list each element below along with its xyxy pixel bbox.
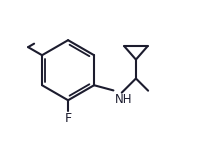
Text: F: F bbox=[64, 112, 72, 126]
Text: NH: NH bbox=[115, 93, 133, 106]
